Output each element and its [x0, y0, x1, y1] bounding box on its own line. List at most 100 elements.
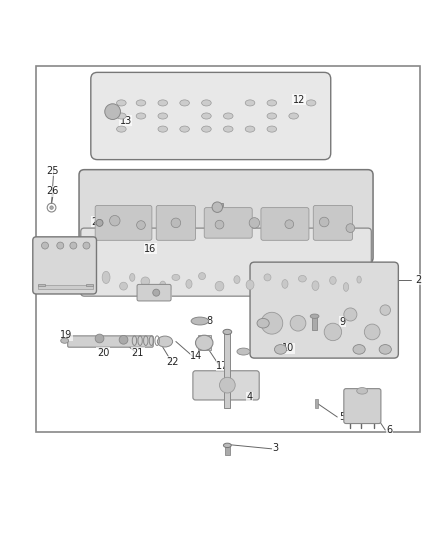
- Circle shape: [119, 335, 127, 344]
- Text: 4: 4: [246, 392, 252, 402]
- Text: 17: 17: [216, 360, 228, 370]
- Text: 21: 21: [131, 348, 144, 358]
- Ellipse shape: [201, 100, 211, 106]
- Text: 5: 5: [339, 411, 345, 422]
- Ellipse shape: [185, 280, 191, 288]
- Ellipse shape: [266, 126, 276, 132]
- Ellipse shape: [119, 282, 127, 290]
- Text: 26: 26: [46, 187, 59, 197]
- Ellipse shape: [201, 126, 211, 132]
- Circle shape: [364, 324, 379, 340]
- FancyBboxPatch shape: [81, 228, 371, 296]
- Ellipse shape: [116, 126, 126, 132]
- Ellipse shape: [263, 274, 270, 281]
- Ellipse shape: [343, 282, 348, 292]
- Circle shape: [215, 220, 223, 229]
- Ellipse shape: [288, 113, 298, 119]
- Bar: [223, 332, 230, 408]
- FancyBboxPatch shape: [91, 72, 330, 159]
- Ellipse shape: [180, 126, 189, 132]
- Text: 8: 8: [206, 316, 212, 326]
- Text: 3: 3: [272, 443, 278, 454]
- Ellipse shape: [223, 126, 233, 132]
- Circle shape: [379, 305, 390, 316]
- FancyBboxPatch shape: [343, 389, 380, 424]
- Ellipse shape: [158, 126, 167, 132]
- Text: 2: 2: [414, 274, 420, 285]
- Circle shape: [343, 308, 356, 321]
- Ellipse shape: [329, 277, 336, 285]
- Circle shape: [42, 242, 48, 249]
- FancyBboxPatch shape: [250, 262, 397, 358]
- Circle shape: [284, 220, 293, 229]
- Ellipse shape: [136, 100, 145, 106]
- Ellipse shape: [180, 100, 189, 106]
- Text: 14: 14: [190, 351, 202, 361]
- Circle shape: [136, 221, 145, 229]
- Circle shape: [70, 242, 77, 249]
- Circle shape: [249, 217, 259, 228]
- Bar: [197, 335, 210, 350]
- Text: 6: 6: [386, 425, 392, 434]
- Circle shape: [219, 377, 235, 393]
- Ellipse shape: [266, 113, 276, 119]
- Circle shape: [57, 242, 64, 249]
- Text: 16: 16: [144, 244, 156, 254]
- Ellipse shape: [298, 276, 306, 282]
- Bar: [39, 285, 93, 289]
- Ellipse shape: [223, 329, 231, 335]
- Bar: [39, 284, 45, 286]
- Text: 9: 9: [339, 317, 345, 327]
- Bar: [86, 284, 93, 286]
- Ellipse shape: [223, 443, 231, 448]
- Circle shape: [260, 312, 282, 334]
- Bar: [212, 203, 222, 206]
- Circle shape: [96, 220, 103, 227]
- FancyBboxPatch shape: [192, 371, 258, 400]
- Ellipse shape: [356, 387, 367, 394]
- Text: 10: 10: [282, 343, 294, 353]
- Bar: [314, 399, 318, 408]
- Ellipse shape: [102, 271, 110, 284]
- Text: 22: 22: [166, 357, 178, 367]
- Ellipse shape: [266, 100, 276, 106]
- FancyBboxPatch shape: [137, 285, 171, 301]
- Circle shape: [49, 206, 53, 209]
- Ellipse shape: [158, 100, 167, 106]
- Bar: [311, 316, 317, 330]
- Circle shape: [83, 242, 90, 249]
- Text: 18: 18: [159, 290, 171, 301]
- Ellipse shape: [223, 113, 233, 119]
- Ellipse shape: [237, 348, 250, 355]
- Ellipse shape: [136, 113, 145, 119]
- Ellipse shape: [245, 126, 254, 132]
- Text: 11: 11: [261, 217, 274, 228]
- Ellipse shape: [306, 100, 315, 106]
- Ellipse shape: [158, 113, 167, 119]
- Ellipse shape: [201, 113, 211, 119]
- Ellipse shape: [116, 100, 126, 106]
- FancyBboxPatch shape: [67, 336, 153, 347]
- Ellipse shape: [281, 280, 287, 288]
- Ellipse shape: [159, 281, 166, 291]
- Circle shape: [345, 224, 354, 232]
- FancyBboxPatch shape: [156, 205, 195, 240]
- FancyBboxPatch shape: [33, 237, 96, 294]
- Ellipse shape: [215, 281, 223, 291]
- Ellipse shape: [129, 273, 134, 281]
- Circle shape: [105, 104, 120, 119]
- Circle shape: [171, 218, 180, 228]
- Ellipse shape: [245, 100, 254, 106]
- Ellipse shape: [141, 277, 149, 286]
- Ellipse shape: [60, 338, 68, 343]
- FancyBboxPatch shape: [204, 208, 252, 238]
- Ellipse shape: [195, 335, 212, 351]
- Ellipse shape: [356, 276, 360, 283]
- Text: 20: 20: [97, 348, 109, 358]
- Circle shape: [212, 202, 222, 213]
- Ellipse shape: [352, 344, 364, 354]
- Ellipse shape: [246, 280, 254, 289]
- Circle shape: [290, 316, 305, 331]
- FancyBboxPatch shape: [79, 169, 372, 263]
- Ellipse shape: [116, 113, 126, 119]
